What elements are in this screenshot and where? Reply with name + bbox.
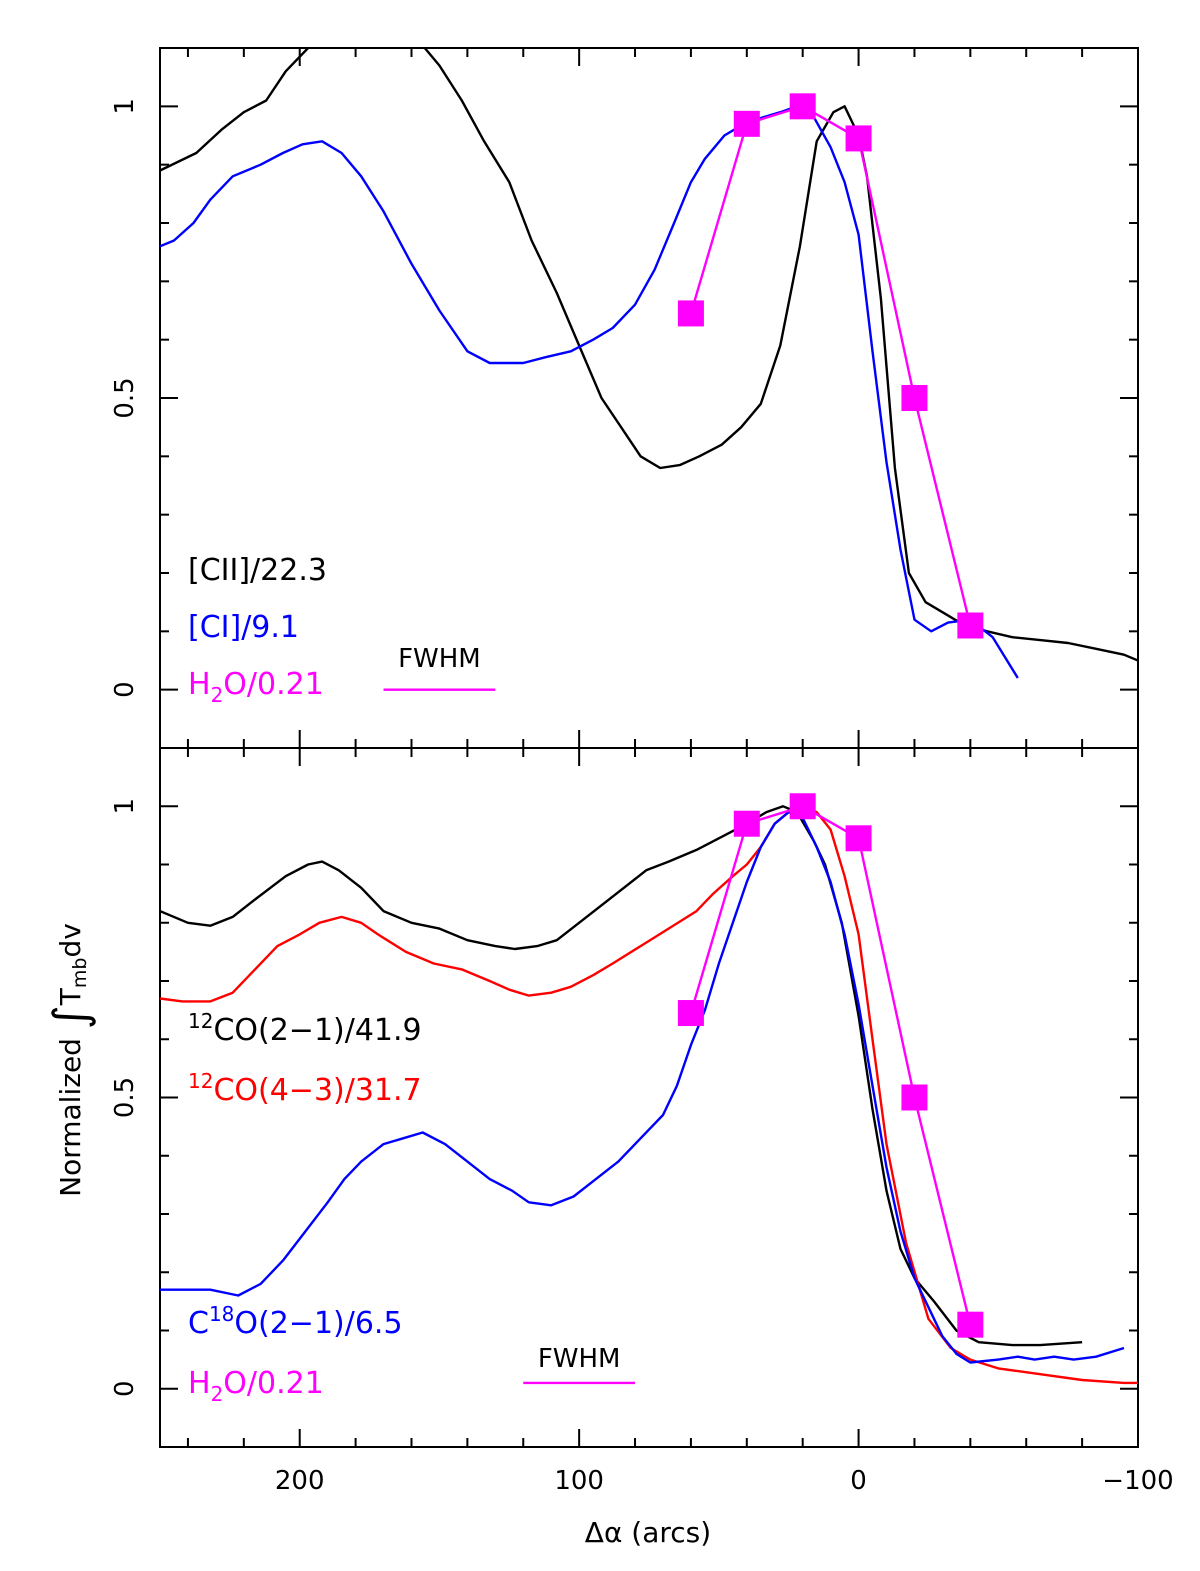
- legend-label-rest: CO(4−3)/31.7: [213, 1073, 421, 1108]
- legend-label-sub: 2: [211, 1382, 224, 1406]
- y-tick-label: 1: [110, 98, 140, 115]
- legend-entry: C18O(2−1)/6.5: [188, 1302, 403, 1341]
- svg-text:Normalized ∫Tmbdv: Normalized ∫Tmbdv: [43, 923, 97, 1197]
- y-tick-label: 1: [110, 798, 140, 815]
- legend-label-main: H: [188, 667, 211, 702]
- series-line-co43: [160, 805, 1138, 1385]
- legend-label-rest: O/0.21: [223, 667, 324, 702]
- legend-label-rest: CO(2−1)/41.9: [213, 1013, 421, 1048]
- x-tick-label: 200: [275, 1466, 325, 1496]
- x-axis-title: Δα (arcs): [585, 1516, 711, 1549]
- series-line-ci: [160, 105, 1019, 679]
- series-line-co21: [160, 805, 1083, 1347]
- h2o-marker: [733, 110, 760, 137]
- h2o-marker: [733, 810, 760, 837]
- h2o-marker: [845, 125, 872, 152]
- series-line-h2o: [689, 105, 972, 626]
- legend-entry: H2O/0.21: [188, 1366, 324, 1406]
- legend-label: [CII]/22.3: [188, 553, 327, 588]
- legend-label-rest: O/0.21: [223, 1366, 324, 1401]
- legend-label-sup: 18: [209, 1302, 234, 1326]
- x-tick-label: 0: [850, 1466, 867, 1496]
- legend-label-sup: 12: [188, 1069, 213, 1093]
- h2o-marker: [677, 300, 704, 327]
- plot-frame-0: [159, 47, 1139, 749]
- h2o-marker: [789, 793, 816, 820]
- legend-entry: [CII]/22.3: [188, 553, 327, 588]
- legend-label-sup: 12: [188, 1009, 213, 1033]
- series-line-cii: [160, 48, 1138, 662]
- y-axis-title-prefix: Normalized: [54, 1029, 87, 1197]
- h2o-marker: [957, 1311, 984, 1338]
- legend-entry: [CI]/9.1: [188, 610, 299, 645]
- y-tick-label: 0: [110, 681, 140, 698]
- h2o-marker: [901, 385, 928, 411]
- x-tick-label: 100: [554, 1466, 604, 1496]
- h2o-marker: [901, 1084, 928, 1111]
- y-axis-title-sub: mb: [69, 958, 91, 989]
- y-tick-label: 0.5: [110, 1077, 140, 1118]
- y-tick-label: 0.5: [110, 377, 140, 418]
- series-line-c18o: [160, 810, 1125, 1364]
- fwhm-label: FWHM: [398, 644, 481, 674]
- h2o-marker: [845, 825, 872, 852]
- y-axis-title-suffix: dv: [54, 923, 87, 957]
- legend-label: [CI]/9.1: [188, 610, 299, 645]
- legend-entry: 12CO(4−3)/31.7: [188, 1069, 422, 1108]
- series-line-h2o: [689, 805, 972, 1325]
- legend-label-rest: O(2−1)/6.5: [234, 1306, 402, 1341]
- h2o-marker: [677, 1000, 704, 1027]
- legend-entry: H2O/0.21: [188, 667, 324, 707]
- h2o-marker: [957, 612, 984, 639]
- legend-entry: 12CO(2−1)/41.9: [188, 1009, 422, 1048]
- panel-bottom: 00.51FWHM12CO(2−1)/41.912CO(4−3)/31.7C18…: [110, 747, 1174, 1496]
- h2o-marker: [789, 93, 816, 120]
- legend-label-sub: 2: [211, 683, 224, 707]
- legend-label-main: C: [188, 1306, 209, 1341]
- y-tick-label: 0: [110, 1380, 140, 1397]
- y-axis-title: Normalized ∫Tmbdv: [43, 923, 97, 1197]
- legend-label-main: H: [188, 1366, 211, 1401]
- y-axis-title-t: T: [54, 987, 87, 1006]
- fwhm-label: FWHM: [538, 1344, 621, 1374]
- x-tick-label: −100: [1102, 1466, 1173, 1496]
- panel-top: 0 0.5 1 FWHM [CII]/22.3 [CI]/9.1 H2O/0.21: [110, 47, 1139, 749]
- y-axis-title-integral: ∫: [43, 1005, 97, 1029]
